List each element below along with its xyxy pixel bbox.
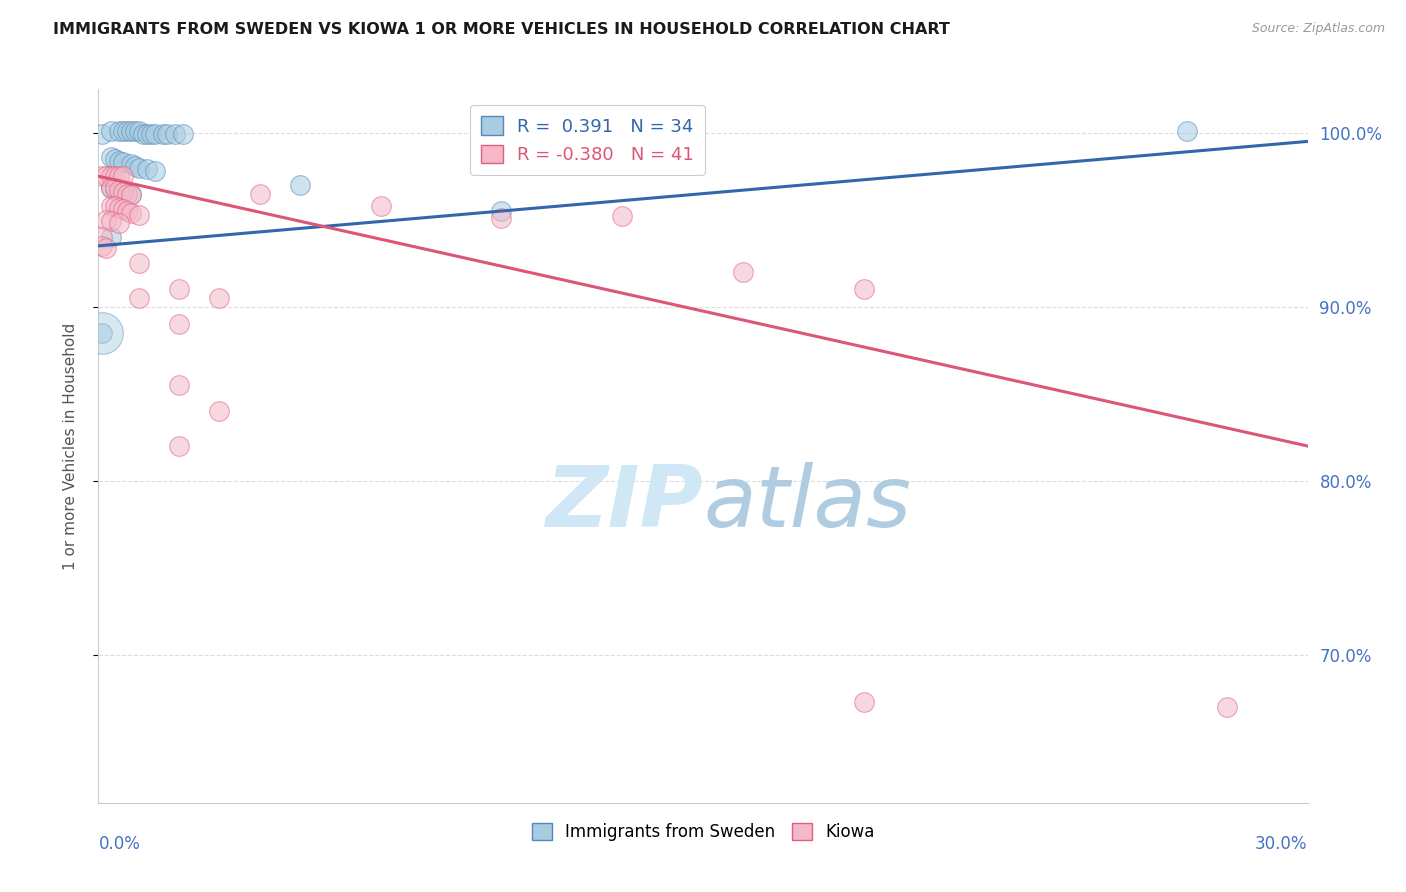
Point <box>100 150 122 164</box>
Point <box>107 153 129 168</box>
Point <box>491 211 513 225</box>
Point <box>128 124 150 138</box>
Point <box>128 207 150 221</box>
Point <box>100 230 122 244</box>
Text: ZIP: ZIP <box>546 461 703 545</box>
Point <box>91 326 114 340</box>
Point <box>103 181 125 195</box>
Point <box>111 185 134 199</box>
Y-axis label: 1 or more Vehicles in Household: 1 or more Vehicles in Household <box>63 322 77 570</box>
Point <box>135 128 157 142</box>
Point <box>167 378 190 392</box>
Point <box>370 199 392 213</box>
Point <box>100 169 122 184</box>
Point <box>91 239 114 253</box>
Point <box>115 186 138 201</box>
Point <box>107 201 129 215</box>
Text: Source: ZipAtlas.com: Source: ZipAtlas.com <box>1251 22 1385 36</box>
Point <box>167 317 190 331</box>
Point <box>120 206 142 220</box>
Point <box>115 204 138 219</box>
Point <box>143 164 166 178</box>
Point <box>103 183 125 197</box>
Point <box>120 124 142 138</box>
Point <box>128 256 150 270</box>
Text: atlas: atlas <box>703 461 911 545</box>
Point <box>124 124 146 138</box>
Point <box>96 169 118 184</box>
Point <box>1216 700 1239 714</box>
Point <box>167 439 190 453</box>
Point <box>107 169 129 184</box>
Point <box>132 128 155 142</box>
Point <box>100 214 122 228</box>
Point <box>120 157 142 171</box>
Point <box>111 124 134 138</box>
Point <box>139 128 162 142</box>
Point <box>128 291 150 305</box>
Text: IMMIGRANTS FROM SWEDEN VS KIOWA 1 OR MORE VEHICLES IN HOUSEHOLD CORRELATION CHAR: IMMIGRANTS FROM SWEDEN VS KIOWA 1 OR MOR… <box>53 22 950 37</box>
Point <box>111 155 134 169</box>
Point <box>120 188 142 202</box>
Point <box>167 282 190 296</box>
Point <box>96 241 118 255</box>
Point <box>115 124 138 138</box>
Text: 0.0%: 0.0% <box>98 835 141 853</box>
Point <box>103 152 125 166</box>
Point <box>111 169 134 184</box>
Point <box>120 186 142 201</box>
Point <box>853 282 876 296</box>
Point <box>491 204 513 219</box>
Point <box>111 185 134 199</box>
Point <box>111 202 134 217</box>
Point <box>100 199 122 213</box>
Legend: Immigrants from Sweden, Kiowa: Immigrants from Sweden, Kiowa <box>524 816 882 848</box>
Point <box>128 161 150 175</box>
Point <box>208 404 231 418</box>
Point <box>91 169 114 184</box>
Point <box>612 209 634 223</box>
Text: 30.0%: 30.0% <box>1256 835 1308 853</box>
Point <box>100 181 122 195</box>
Point <box>172 128 194 142</box>
Point <box>96 212 118 227</box>
Point <box>91 128 114 142</box>
Point <box>143 128 166 142</box>
Point <box>107 183 129 197</box>
Point <box>100 181 122 195</box>
Point <box>135 162 157 177</box>
Point <box>288 178 311 192</box>
Point <box>91 326 114 340</box>
Point <box>103 169 125 184</box>
Point <box>249 186 271 201</box>
Point <box>163 128 186 142</box>
Point <box>107 124 129 138</box>
Point <box>124 159 146 173</box>
Point <box>152 128 174 142</box>
Point <box>107 216 129 230</box>
Point <box>156 128 179 142</box>
Point <box>208 291 231 305</box>
Point <box>853 695 876 709</box>
Point <box>733 265 755 279</box>
Point <box>100 124 122 138</box>
Point <box>1175 124 1198 138</box>
Point <box>91 230 114 244</box>
Point <box>103 199 125 213</box>
